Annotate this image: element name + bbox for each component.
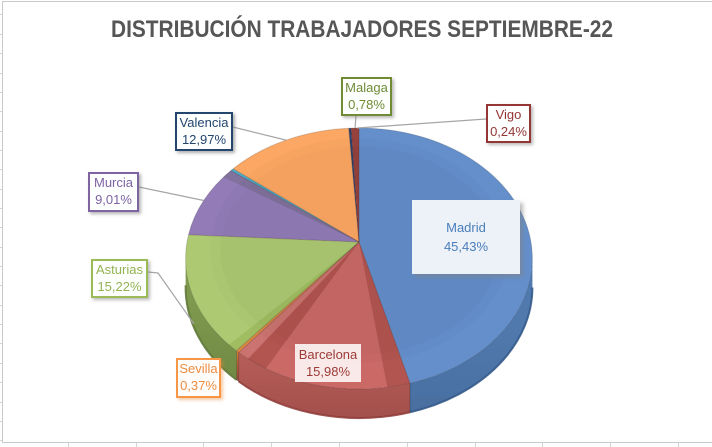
svg-text:DISTRIBUCIÓN TRABAJADORES SEPT: DISTRIBUCIÓN TRABAJADORES SEPTIEMBRE-22 (111, 15, 613, 43)
